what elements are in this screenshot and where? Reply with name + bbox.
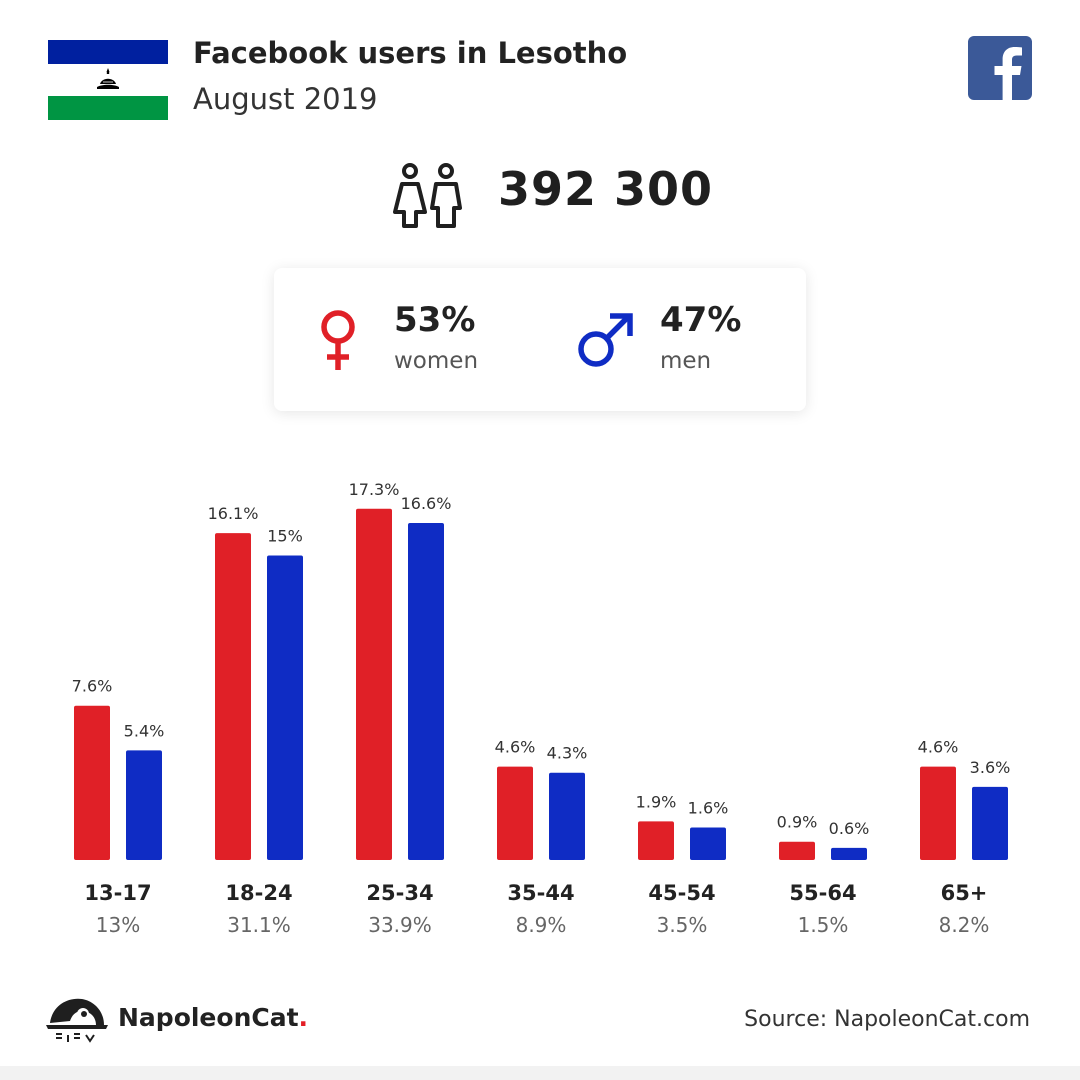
bar-55-64-s1 (831, 847, 867, 860)
age-group-total: 33.9% (368, 913, 432, 937)
bar-25-34-s1 (408, 523, 444, 860)
bar-45-54-s1 (690, 827, 726, 860)
age-group-label: 25-34 (366, 881, 433, 905)
women-percent: 53% (394, 300, 476, 340)
age-group-total: 8.9% (516, 913, 567, 937)
bar-18-24-s0 (215, 533, 251, 860)
users-icon (392, 162, 464, 234)
men-label: men (660, 348, 712, 374)
facebook-icon (968, 36, 1032, 100)
brand-dot: . (298, 1003, 309, 1032)
men-percent: 47% (660, 300, 742, 340)
page-subtitle: August 2019 (193, 82, 378, 116)
bar-value-label: 0.9% (777, 813, 818, 832)
bar-25-34-s0 (356, 508, 392, 860)
age-group-label: 18-24 (225, 881, 292, 905)
bar-value-label: 4.6% (495, 738, 536, 757)
bar-value-label: 0.6% (829, 819, 870, 838)
bar-value-label: 7.6% (72, 677, 113, 696)
bar-value-label: 16.6% (401, 494, 452, 513)
bar-35-44-s1 (549, 772, 585, 860)
gender-split-card: 53% women 47% men (274, 268, 806, 411)
source-credit: Source: NapoleonCat.com (744, 1007, 1030, 1032)
page-title: Facebook users in Lesotho (193, 36, 628, 70)
age-gender-bar-chart: 7.6%5.4%13-1713%16.1%15%18-2431.1%17.3%1… (72, 480, 1011, 937)
brand-name-text: NapoleonCat (118, 1003, 299, 1032)
age-group-total: 8.2% (939, 913, 990, 937)
age-group-label: 65+ (941, 881, 988, 905)
bar-value-label: 3.6% (970, 758, 1011, 777)
age-group-total: 3.5% (657, 913, 708, 937)
brand-name: NapoleonCat. (118, 1003, 308, 1032)
bar-value-label: 15% (267, 527, 303, 546)
bar-value-label: 1.6% (688, 799, 729, 818)
bar-13-17-s1 (126, 750, 162, 860)
bar-45-54-s0 (638, 821, 674, 860)
bar-65+-s0 (920, 766, 956, 860)
age-group-label: 13-17 (84, 881, 151, 905)
bar-value-label: 4.6% (918, 738, 959, 757)
bar-value-label: 17.3% (349, 480, 400, 499)
bar-value-label: 5.4% (124, 721, 165, 740)
age-group-total: 31.1% (227, 913, 291, 937)
age-group-label: 45-54 (648, 881, 715, 905)
bar-13-17-s0 (74, 705, 110, 860)
age-group-total: 1.5% (798, 913, 849, 937)
women-label: women (394, 348, 479, 374)
bar-55-64-s0 (779, 841, 815, 860)
age-group-label: 55-64 (789, 881, 856, 905)
napoleoncat-logo-icon (46, 995, 108, 1049)
bar-value-label: 16.1% (208, 504, 259, 523)
bar-65+-s1 (972, 786, 1008, 860)
female-icon (318, 310, 358, 376)
male-icon (576, 312, 634, 374)
footer-strip (0, 1066, 1080, 1080)
age-group-total: 13% (96, 913, 140, 937)
age-group-label: 35-44 (507, 881, 574, 905)
bar-value-label: 1.9% (636, 792, 677, 811)
bar-18-24-s1 (267, 555, 303, 860)
bar-value-label: 4.3% (547, 744, 588, 763)
bar-35-44-s0 (497, 766, 533, 860)
lesotho-flag-icon (48, 40, 168, 120)
total-users-value: 392 300 (498, 162, 714, 216)
